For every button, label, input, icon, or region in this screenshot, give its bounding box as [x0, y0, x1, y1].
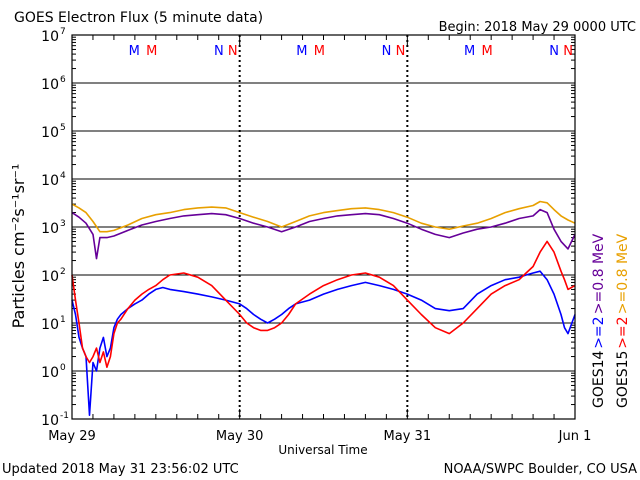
legend-entry: GOES14: [591, 350, 607, 408]
legend-entry: GOES15: [615, 351, 631, 408]
y-tick-base: 10: [41, 221, 59, 237]
y-tick-base: 10: [41, 269, 59, 285]
y-tick-label: 10 4: [41, 171, 66, 189]
y-tick-exponent: 4: [60, 171, 66, 181]
event-marker: M: [314, 44, 325, 59]
x-tick-label: May 31: [384, 429, 432, 444]
event-marker: N: [549, 44, 559, 59]
x-tick-labels: May 29 May 30 May 31 Jun 1: [48, 429, 591, 444]
y-tick-label: 10 3: [41, 219, 66, 237]
series-line-1: [71, 200, 576, 233]
y-tick-exponent: 3: [60, 219, 66, 229]
y-tick-exponent: 6: [60, 75, 66, 85]
y-tick-label: 10 1: [41, 315, 66, 333]
series-line-3: [71, 270, 576, 417]
legend-entry: >=2: [591, 316, 607, 348]
y-tick-base: 10: [41, 77, 59, 93]
y-tick-base: 10: [41, 173, 59, 189]
legend: GOES14 >=2 >=0.8 MeV GOES15 >=2 >=0.8 MeV: [591, 233, 631, 408]
updated-timestamp: Updated 2018 May 31 23:56:02 UTC: [2, 462, 239, 477]
y-tick-label: 10 7: [41, 27, 66, 45]
chart-title: GOES Electron Flux (5 minute data): [14, 10, 263, 26]
event-marker: N: [214, 44, 224, 59]
event-marker: N: [563, 44, 573, 59]
x-axis-label: Universal Time: [278, 443, 367, 457]
y-axis-label: Particles cm⁻²s⁻¹sr⁻¹: [9, 164, 28, 329]
event-marker: N: [382, 44, 392, 59]
credit: NOAA/SWPC Boulder, CO USA: [444, 462, 637, 477]
event-marker: M: [129, 44, 140, 59]
y-tick-base: 10: [41, 29, 59, 45]
series-line-4: [71, 240, 576, 369]
y-tick-exponent: 7: [60, 27, 66, 37]
event-marker: M: [464, 44, 475, 59]
event-marker: N: [228, 44, 238, 59]
y-tick-label: 10 0: [41, 363, 66, 381]
legend-entry: >=0.8 MeV: [615, 233, 631, 314]
y-tick-base: 10: [41, 317, 59, 333]
series-lines: [71, 200, 576, 417]
x-tick-label: Jun 1: [558, 429, 592, 444]
y-tick-exponent: 2: [60, 267, 66, 277]
series-line-2: [71, 208, 576, 260]
event-marker: M: [481, 44, 492, 59]
begin-date: Begin: 2018 May 29 0000 UTC: [439, 20, 636, 35]
event-marker: N: [396, 44, 406, 59]
event-marker: M: [296, 44, 307, 59]
legend-entry: >=0.8 MeV: [591, 233, 607, 314]
y-tick-label: 10 2: [41, 267, 66, 285]
y-tick-exponent: 5: [60, 123, 66, 133]
y-tick-exponent: 0: [60, 363, 66, 373]
plot-frame: [71, 34, 576, 420]
y-tick-exponent: -1: [60, 411, 69, 421]
y-tick-base: 10: [41, 125, 59, 141]
y-tick-base: 10: [41, 365, 59, 381]
gridlines: [72, 35, 575, 419]
x-tick-label: May 30: [216, 429, 264, 444]
y-tick-base: 10: [41, 413, 59, 429]
y-tick-label: 10 -1: [41, 411, 69, 429]
event-marker: M: [146, 44, 157, 59]
y-tick-label: 10 5: [41, 123, 66, 141]
y-tick-exponent: 1: [60, 315, 66, 325]
legend-entry: >=2: [615, 316, 631, 348]
x-tick-label: May 29: [48, 429, 96, 444]
y-tick-label: 10 6: [41, 75, 66, 93]
